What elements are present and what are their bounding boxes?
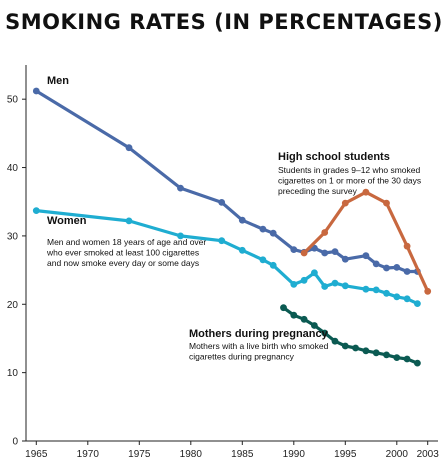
series-note-women: and now smoke every day or some days (47, 258, 199, 268)
data-point-men (125, 144, 133, 152)
data-point-mothers-during-pregnancy (372, 349, 380, 357)
x-tick-label: 1970 (77, 449, 100, 460)
data-point-mothers-during-pregnancy (331, 337, 339, 345)
data-point-high-school-students (362, 188, 370, 196)
data-point-women (331, 279, 339, 287)
data-point-men (321, 249, 329, 257)
data-point-women (414, 300, 421, 307)
x-tick-label: 2003 (417, 449, 440, 460)
y-tick-label: 30 (7, 231, 19, 242)
data-point-men (259, 225, 267, 233)
axes: 0 10 20 30 40 50 1965 1970 1975 1980 1985 1990 1995 2… (7, 65, 439, 460)
data-point-women (300, 276, 308, 284)
data-point-men (218, 199, 226, 206)
chart-title: SMOKING RATES (IN PERCENTAGES) (5, 10, 443, 34)
x-tick-label: 1985 (231, 449, 254, 460)
data-point-women (372, 286, 380, 294)
data-point-women (218, 237, 226, 245)
data-point-men (362, 252, 370, 260)
data-point-high-school-students (341, 199, 349, 207)
data-point-mothers-during-pregnancy (414, 359, 421, 367)
series-note-women: who ever smoked at least 100 cigarettes (46, 248, 199, 258)
y-tick-label: 40 (7, 163, 19, 174)
data-point-women (383, 289, 390, 297)
data-point-high-school-students (424, 287, 432, 295)
series-note-high-school-students: Students in grades 9–12 who smoked (278, 165, 421, 175)
data-point-women (393, 293, 401, 301)
data-point-women (125, 217, 133, 225)
data-point-men (177, 184, 184, 192)
data-point-women (32, 207, 40, 215)
series-label-men: Men (47, 75, 69, 87)
data-point-men (269, 229, 277, 237)
series-label-women: Women (47, 215, 87, 227)
data-point-women (290, 281, 298, 288)
data-point-women (177, 232, 184, 240)
data-point-mothers-during-pregnancy (290, 311, 298, 319)
series-note-high-school-students: preceding the survey (278, 186, 358, 196)
data-point-men (331, 248, 339, 256)
data-point-high-school-students (383, 199, 390, 207)
data-point-men (290, 246, 298, 254)
x-tick-label: 1980 (180, 449, 203, 460)
series-label-mothers-during-pregnancy: Mothers during pregnancy (189, 328, 329, 340)
data-point-men (341, 255, 349, 263)
data-point-mothers-during-pregnancy (362, 347, 370, 355)
series-line-high-school-students (302, 190, 430, 293)
data-point-women (341, 282, 349, 290)
series-label-high-school-students: High school students (278, 151, 390, 163)
x-tick-label: 1990 (283, 449, 306, 460)
data-point-women (311, 269, 318, 277)
data-point-women (269, 261, 277, 269)
data-point-high-school-students (403, 242, 411, 250)
data-point-mothers-during-pregnancy (393, 354, 401, 361)
x-tick-label: 1965 (25, 449, 48, 460)
data-point-mothers-during-pregnancy (321, 329, 329, 337)
y-tick-label: 50 (7, 95, 19, 106)
data-point-men (383, 264, 390, 272)
y-tick-label: 10 (7, 368, 19, 379)
data-point-mothers-during-pregnancy (311, 322, 318, 329)
series-note-mothers-during-pregnancy: Mothers with a live birth who smoked (189, 341, 329, 351)
series-note-high-school-students: cigarettes on 1 or more of the 30 days (278, 176, 421, 186)
data-point-women (259, 256, 267, 264)
data-point-mothers-during-pregnancy (383, 351, 390, 359)
data-point-women (321, 283, 329, 290)
data-point-mothers-during-pregnancy (341, 342, 349, 350)
x-tick-label: 2000 (386, 449, 409, 460)
series-note-women: Men and women 18 years of age and over (47, 237, 206, 247)
data-point-women (403, 295, 411, 303)
data-point-mothers-during-pregnancy (403, 355, 411, 363)
y-tick-label: 20 (7, 300, 19, 311)
x-tick-label: 1995 (334, 449, 357, 460)
data-point-men (393, 264, 401, 271)
data-point-women (362, 285, 370, 293)
data-point-high-school-students (300, 249, 308, 257)
y-tick-label: 0 (12, 437, 18, 448)
data-point-men (238, 216, 246, 224)
data-point-high-school-students (321, 229, 329, 236)
series-note-mothers-during-pregnancy: cigarettes during pregnancy (189, 352, 295, 362)
series-lines (32, 87, 432, 367)
data-point-mothers-during-pregnancy (300, 315, 308, 323)
data-point-women (238, 246, 246, 254)
data-point-mothers-during-pregnancy (352, 344, 359, 352)
data-point-men (403, 268, 411, 275)
x-tick-label: 1975 (128, 449, 151, 460)
series-labels: Men Women Men and women 18 years of age an… (46, 75, 421, 362)
data-point-men (32, 87, 40, 95)
data-point-men (372, 260, 380, 268)
data-point-mothers-during-pregnancy (280, 304, 287, 312)
